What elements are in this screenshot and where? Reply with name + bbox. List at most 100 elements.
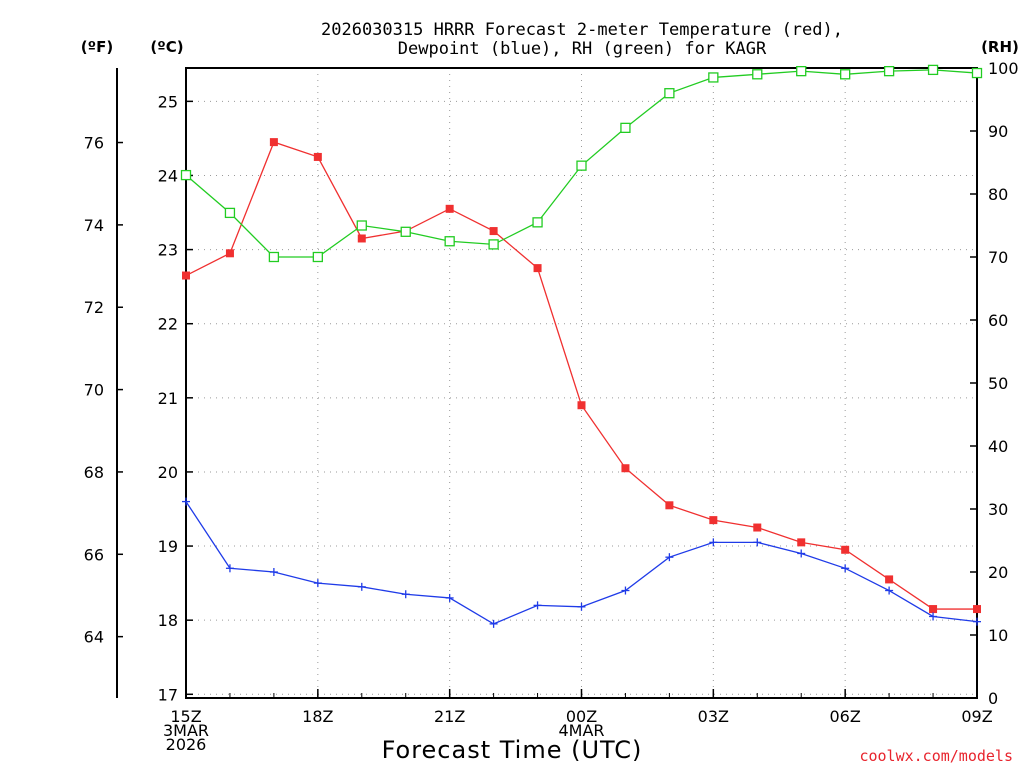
fahrenheit-tick-label: 64 bbox=[84, 628, 104, 647]
axes bbox=[116, 67, 978, 699]
data-series bbox=[180, 64, 983, 628]
rh-point bbox=[971, 67, 983, 79]
rh-point bbox=[224, 207, 236, 219]
fahrenheit-tick-label: 74 bbox=[84, 216, 104, 235]
temperature-point bbox=[182, 271, 190, 280]
x-tick-label: 06Z bbox=[830, 707, 861, 726]
dewpoint-point bbox=[753, 538, 762, 547]
temperature-point bbox=[885, 575, 894, 584]
fahrenheit-tick-label: 70 bbox=[84, 381, 104, 400]
x-tick-label: 3MAR bbox=[163, 721, 209, 740]
rh-point bbox=[576, 160, 587, 171]
rh-point bbox=[620, 122, 631, 133]
dewpoint-point bbox=[841, 564, 850, 573]
dewpoint-point bbox=[577, 602, 586, 611]
rh-point bbox=[356, 220, 367, 231]
rh-point bbox=[840, 69, 851, 80]
dewpoint-point bbox=[182, 497, 190, 506]
dewpoint-point bbox=[973, 617, 981, 626]
dewpoint-point bbox=[621, 586, 630, 595]
fahrenheit-tick-label: 66 bbox=[84, 545, 104, 564]
dewpoint-point bbox=[885, 586, 894, 595]
celsius-tick-label: 20 bbox=[158, 463, 178, 482]
rh-tick-label: 20 bbox=[988, 563, 1008, 582]
rh-point bbox=[927, 64, 939, 76]
dewpoint-point bbox=[445, 593, 454, 602]
dewpoint-point bbox=[489, 619, 498, 628]
chart-title-line-1: 2026030315 HRRR Forecast 2-meter Tempera… bbox=[321, 20, 843, 40]
rh-point bbox=[708, 72, 719, 83]
x-tick-label: 2026 bbox=[166, 735, 207, 754]
rh-point bbox=[752, 69, 763, 80]
temperature-point bbox=[797, 538, 806, 547]
celsius-tick-label: 23 bbox=[158, 241, 178, 260]
rh-tick-label: 90 bbox=[988, 122, 1008, 141]
x-tick-label: 21Z bbox=[434, 707, 465, 726]
celsius-tick-label: 22 bbox=[158, 315, 178, 334]
dewpoint-point bbox=[709, 538, 718, 547]
rh-tick-label: 100 bbox=[988, 59, 1019, 78]
celsius-tick-label: 19 bbox=[158, 537, 178, 556]
temperature-point bbox=[709, 516, 718, 525]
dewpoint-point bbox=[225, 564, 234, 573]
temperature-point bbox=[753, 523, 762, 532]
rh-point bbox=[312, 251, 323, 263]
celsius-tick-label: 24 bbox=[158, 166, 178, 185]
dewpoint-point bbox=[797, 549, 806, 558]
x-tick-label: 00Z bbox=[566, 707, 597, 726]
temperature-point bbox=[973, 605, 981, 614]
temperature-point bbox=[357, 234, 366, 243]
fahrenheit-axis-label: (ºF) bbox=[81, 38, 113, 56]
celsius-tick-label: 25 bbox=[158, 92, 178, 111]
temperature-point bbox=[665, 501, 674, 510]
celsius-tick-label: 17 bbox=[158, 685, 178, 704]
dewpoint-point bbox=[357, 582, 366, 591]
celsius-axis-label: (ºC) bbox=[150, 38, 183, 56]
x-tick-label: 4MAR bbox=[558, 721, 604, 740]
rh-tick-label: 30 bbox=[988, 500, 1008, 519]
dewpoint-point bbox=[665, 553, 674, 562]
x-tick-label: 15Z bbox=[170, 707, 201, 726]
credit-link[interactable]: coolwx.com/models bbox=[859, 747, 1013, 765]
rh-tick-label: 50 bbox=[988, 374, 1008, 393]
rh-point bbox=[883, 66, 895, 77]
x-axis-title: Forecast Time (UTC) bbox=[382, 736, 643, 764]
rh-tick-label: 70 bbox=[988, 248, 1008, 267]
rh-axis-label: (RH) bbox=[981, 38, 1019, 56]
temperature-point bbox=[841, 545, 850, 554]
celsius-tick-label: 21 bbox=[158, 389, 178, 408]
rh-tick-label: 10 bbox=[988, 626, 1008, 645]
temperature-point bbox=[577, 401, 586, 410]
x-tick-label: 18Z bbox=[302, 707, 333, 726]
temperature-point bbox=[929, 605, 938, 614]
dewpoint-point bbox=[313, 579, 322, 588]
dewpoint-point bbox=[401, 590, 410, 599]
rh-tick-label: 60 bbox=[988, 311, 1008, 330]
temperature-point bbox=[533, 264, 542, 273]
temperature-point bbox=[621, 464, 630, 473]
temperature-point bbox=[269, 138, 278, 147]
x-tick-label: 09Z bbox=[961, 707, 992, 726]
dewpoint-point bbox=[269, 568, 278, 576]
fahrenheit-tick-label: 68 bbox=[84, 463, 104, 482]
rh-point bbox=[488, 239, 499, 250]
rh-tick-label: 40 bbox=[988, 437, 1008, 456]
celsius-tick-label: 18 bbox=[158, 611, 178, 630]
rh-point bbox=[180, 169, 192, 181]
dewpoint-point bbox=[929, 612, 938, 621]
rh-point bbox=[444, 236, 455, 247]
rh-tick-label: 0 bbox=[988, 689, 998, 708]
temperature-point bbox=[225, 249, 234, 258]
temperature-point bbox=[313, 152, 322, 161]
x-tick-label: 03Z bbox=[698, 707, 729, 726]
rh-point bbox=[796, 66, 807, 77]
rh-point bbox=[664, 88, 675, 99]
rh-tick-label: 80 bbox=[988, 185, 1008, 204]
fahrenheit-tick-label: 72 bbox=[84, 298, 104, 317]
temperature-point bbox=[489, 227, 498, 236]
chart-title-line-2: Dewpoint (blue), RH (green) for KAGR bbox=[398, 39, 767, 59]
rh-point bbox=[400, 226, 411, 237]
rh-point bbox=[268, 251, 280, 263]
